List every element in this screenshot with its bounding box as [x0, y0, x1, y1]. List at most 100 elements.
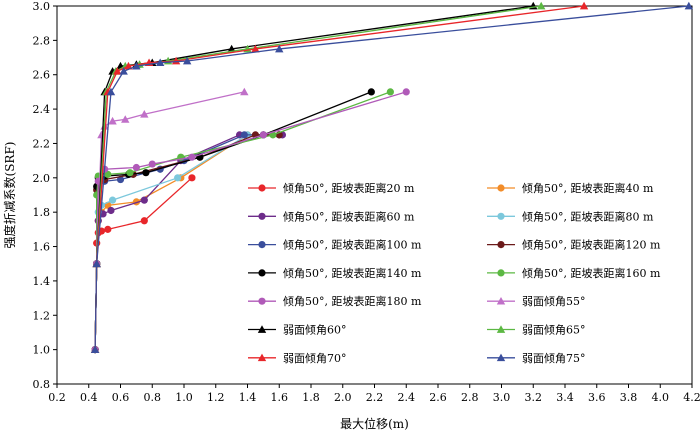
legend-item: 弱面倾角60°	[248, 324, 347, 337]
legend-label: 倾角50°, 距坡表距离140 m	[283, 266, 422, 280]
x-tick-label: 1.2	[207, 391, 225, 404]
y-tick-label: 3.0	[33, 0, 51, 13]
y-axis-title: 强度折减系数(SRF)	[2, 142, 17, 249]
x-tick-label: 0.8	[144, 391, 162, 404]
data-point	[142, 169, 150, 177]
legend-marker	[258, 297, 266, 305]
legend-item: 弱面倾角55°	[487, 295, 586, 308]
x-tick-label: 2.0	[334, 391, 352, 404]
series-line	[94, 134, 264, 350]
data-point	[92, 259, 101, 268]
legend-item: 倾角50°, 距坡表距离80 m	[487, 209, 654, 223]
x-tick-label: 1.6	[271, 391, 289, 404]
legend-marker	[497, 184, 505, 192]
legend-label: 倾角50°, 距坡表距离180 m	[283, 294, 422, 308]
legend-item: 弱面倾角75°	[487, 352, 586, 365]
legend-label: 弱面倾角60°	[283, 324, 347, 337]
series-line	[94, 134, 248, 350]
y-tick-label: 2.2	[33, 137, 51, 150]
series-14	[90, 1, 694, 353]
legend-marker	[258, 269, 266, 277]
x-tick-label: 4.2	[683, 391, 700, 404]
legend-label: 倾角50°, 距坡表距离100 m	[283, 238, 422, 252]
legend-item: 弱面倾角70°	[248, 352, 347, 365]
data-point	[240, 87, 249, 96]
legend-label: 弱面倾角55°	[522, 295, 586, 308]
series-line	[94, 134, 280, 350]
series-line	[94, 134, 280, 350]
data-point	[402, 88, 410, 96]
axes: 0.2 0.4 0.6 0.8 1.0 1.2 1.4 1.6 1.8 2.0 2.2 2.4 2.6 2…	[33, 0, 700, 404]
legend-item: 倾角50°, 距坡表距离180 m	[248, 294, 422, 308]
data-point	[132, 163, 140, 172]
data-point	[108, 196, 117, 204]
data-point	[684, 1, 694, 10]
data-point	[182, 56, 192, 65]
x-tick-label: 1.4	[239, 391, 257, 404]
legend: 倾角50°, 距坡表距离20 m 倾角50°, 距坡表距离40 m 倾角50°, 距…	[248, 181, 661, 365]
series-line	[94, 91, 245, 350]
data-point	[140, 217, 148, 225]
x-tick-label: 3.8	[620, 391, 638, 404]
x-tick-label: 0.6	[112, 391, 130, 404]
series-6	[91, 131, 283, 354]
data-point	[90, 345, 100, 353]
x-tick-label: 2.4	[398, 391, 416, 404]
legend-item: 倾角50°, 距坡表距离20 m	[248, 181, 415, 195]
x-tick-label: 1.0	[175, 391, 193, 404]
data-point	[106, 87, 116, 96]
legend-marker	[257, 325, 267, 333]
legend-label: 弱面倾角65°	[522, 324, 586, 337]
y-tick-label: 0.8	[33, 378, 51, 391]
legend-item: 倾角50°, 距坡表距离140 m	[248, 266, 422, 280]
legend-marker	[496, 353, 506, 362]
legend-item: 倾角50°, 距坡表距离100 m	[248, 238, 422, 252]
data-point	[155, 58, 165, 67]
data-point	[121, 115, 130, 123]
data-point	[126, 169, 134, 177]
data-point	[579, 1, 589, 10]
y-tick-label: 2.4	[33, 103, 51, 116]
data-point	[107, 206, 115, 215]
x-tick-label: 3.6	[588, 391, 606, 404]
y-tick-label: 2.8	[33, 34, 51, 47]
legend-item: 倾角50°, 距坡表距离60 m	[248, 209, 415, 223]
legend-marker	[496, 297, 506, 305]
data-point	[536, 1, 546, 10]
data-point	[174, 174, 182, 182]
data-point	[119, 67, 128, 75]
x-tick-label: 1.8	[302, 391, 320, 404]
legend-marker	[497, 212, 505, 220]
legend-label: 倾角50°, 距坡表距离80 m	[522, 209, 654, 223]
legend-label: 倾角50°, 距坡表距离40 m	[522, 181, 654, 195]
data-point	[367, 88, 375, 96]
data-point	[140, 110, 149, 118]
data-point	[188, 153, 196, 161]
legend-marker	[496, 325, 506, 333]
series-3	[91, 131, 287, 354]
y-tick-label: 2.0	[33, 172, 51, 185]
legend-item: 弱面倾角65°	[487, 324, 586, 337]
data-point	[140, 196, 148, 204]
data-point	[386, 88, 394, 96]
data-point	[113, 67, 122, 75]
legend-marker	[258, 184, 266, 192]
x-tick-label: 2.8	[461, 391, 479, 404]
data-point	[104, 225, 112, 233]
legend-label: 弱面倾角75°	[522, 352, 586, 365]
legend-label: 倾角50°, 距坡表距离60 m	[283, 209, 415, 223]
legend-item: 倾角50°, 距坡表距离160 m	[487, 266, 661, 280]
legend-marker	[258, 212, 266, 220]
x-tick-label: 2.6	[429, 391, 447, 404]
x-tick-label: 3.2	[525, 391, 543, 404]
series-4	[91, 131, 267, 354]
data-point	[188, 174, 196, 182]
x-axis-title: 最大位移(m)	[340, 416, 409, 431]
legend-marker	[258, 241, 266, 249]
legend-label: 倾角50°, 距坡表距离120 m	[522, 238, 661, 252]
data-point	[108, 116, 117, 125]
legend-label: 弱面倾角70°	[283, 352, 347, 365]
data-point	[240, 131, 248, 139]
y-tick-label: 2.6	[33, 69, 51, 82]
